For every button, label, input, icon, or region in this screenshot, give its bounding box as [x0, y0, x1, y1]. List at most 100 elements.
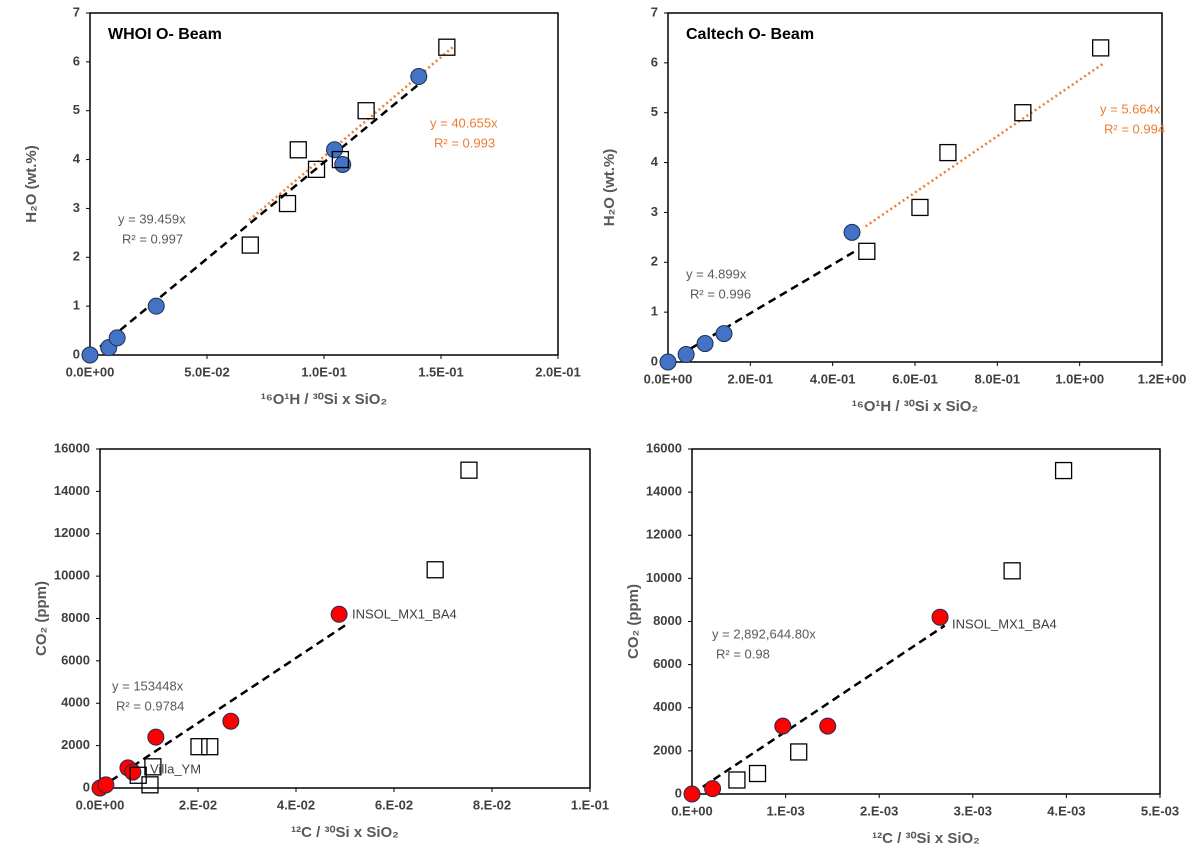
point-annotation: Villa_YM [150, 761, 201, 776]
point [704, 780, 722, 798]
x-tick-label: 2.0E-01 [535, 364, 581, 379]
x-tick-label: 8.0E-01 [975, 371, 1021, 386]
point [438, 38, 456, 56]
trendline [89, 80, 424, 356]
y-tick-label: 16000 [54, 440, 90, 455]
point-annotation: INSOL_MX1_BA4 [952, 616, 1057, 631]
y-tick-label: 5 [73, 102, 80, 117]
y-tick-label: 2 [651, 254, 658, 269]
y-tick-label: 4000 [61, 695, 90, 710]
x-tick-label: 8.E-02 [473, 797, 511, 812]
x-tick-label: 5.0E-02 [184, 364, 230, 379]
y-tick-label: 4 [73, 151, 81, 166]
x-tick-label: 4.E-02 [277, 797, 315, 812]
point [728, 771, 746, 789]
y-tick-label: 4 [651, 154, 659, 169]
point [1003, 562, 1021, 580]
point [141, 776, 159, 794]
y-tick-label: 7 [651, 4, 658, 19]
y-tick-label: 14000 [646, 484, 682, 499]
x-tick-label: 1.0E+00 [1055, 371, 1104, 386]
point [81, 346, 99, 364]
point [843, 223, 861, 241]
y-tick-label: 5 [651, 104, 658, 119]
trend-equation: y = 153448x [112, 678, 184, 693]
y-tick-label: 12000 [54, 525, 90, 540]
x-tick-label: 2.0E-01 [728, 371, 774, 386]
x-axis-label: ¹⁶O¹H / ³⁰Si x SiO₂ [852, 398, 978, 415]
trend-equation: y = 40.655x [430, 115, 498, 130]
x-tick-label: 1.E-01 [571, 797, 609, 812]
y-tick-label: 0 [73, 346, 80, 361]
point [696, 335, 714, 353]
point [241, 236, 259, 254]
point [858, 242, 876, 260]
y-tick-label: 12000 [646, 527, 682, 542]
x-tick-label: 4.0E-01 [810, 371, 856, 386]
trend-r2: R² = 0.993 [434, 135, 495, 150]
point [190, 738, 208, 756]
y-tick-label: 0 [651, 353, 658, 368]
x-tick-label: 0.0E+00 [644, 371, 693, 386]
point [147, 728, 165, 746]
point [911, 198, 929, 217]
y-axis-label: CO₂ (ppm) [33, 581, 50, 656]
y-tick-label: 6000 [653, 656, 682, 671]
x-tick-label: 0.0E+00 [66, 364, 115, 379]
trend-r2: R² = 0.9784 [116, 698, 184, 713]
point [330, 605, 348, 623]
point [357, 102, 375, 120]
plot-frame [691, 448, 1161, 795]
point [334, 155, 352, 173]
y-tick-label: 1 [651, 304, 658, 319]
trend-equation: y = 2,892,644.80x [712, 626, 816, 641]
point [307, 160, 326, 178]
y-tick-label: 14000 [54, 483, 90, 498]
y-tick-label: 4000 [653, 699, 682, 714]
trendline [99, 624, 346, 790]
point [460, 461, 478, 479]
point [819, 717, 837, 735]
y-tick-label: 6 [651, 54, 658, 69]
point [683, 785, 701, 803]
point [331, 150, 350, 169]
y-tick-label: 10000 [646, 570, 682, 585]
point [677, 346, 695, 364]
point [715, 325, 733, 343]
y-tick-label: 8000 [61, 610, 90, 625]
point [108, 329, 126, 347]
y-tick-label: 0 [675, 785, 682, 800]
point [931, 608, 949, 626]
point [326, 141, 344, 159]
trend-equation: y = 4.899x [686, 266, 747, 281]
point [144, 758, 162, 776]
point [97, 776, 115, 794]
y-tick-label: 2000 [653, 742, 682, 757]
x-tick-label: 3.E-03 [954, 803, 992, 818]
point [124, 763, 142, 781]
point [289, 141, 307, 159]
point [426, 561, 444, 579]
trend-r2: R² = 0.997 [122, 231, 183, 246]
x-axis-label: ¹²C / ³⁰Si x SiO₂ [291, 824, 399, 841]
panel-title: Caltech O- Beam [686, 26, 814, 43]
y-tick-label: 16000 [646, 440, 682, 455]
trend-r2: R² = 0.994 [1104, 121, 1165, 136]
x-tick-label: 2.E-02 [179, 797, 217, 812]
trendline [667, 248, 859, 364]
point [278, 194, 297, 213]
point [201, 738, 219, 756]
x-tick-label: 6.E-02 [375, 797, 413, 812]
y-tick-label: 2000 [61, 737, 90, 752]
x-tick-label: 6.0E-01 [892, 371, 938, 386]
point [1014, 104, 1032, 122]
x-tick-label: 1.0E-01 [301, 364, 347, 379]
trend-r2: R² = 0.996 [690, 286, 751, 301]
y-tick-label: 2 [73, 249, 80, 264]
x-axis-label: ¹⁶O¹H / ³⁰Si x SiO₂ [261, 391, 387, 408]
point [790, 743, 808, 761]
point [939, 143, 957, 162]
x-tick-label: 1.E-03 [766, 803, 804, 818]
panel-title: WHOI O- Beam [108, 26, 222, 43]
